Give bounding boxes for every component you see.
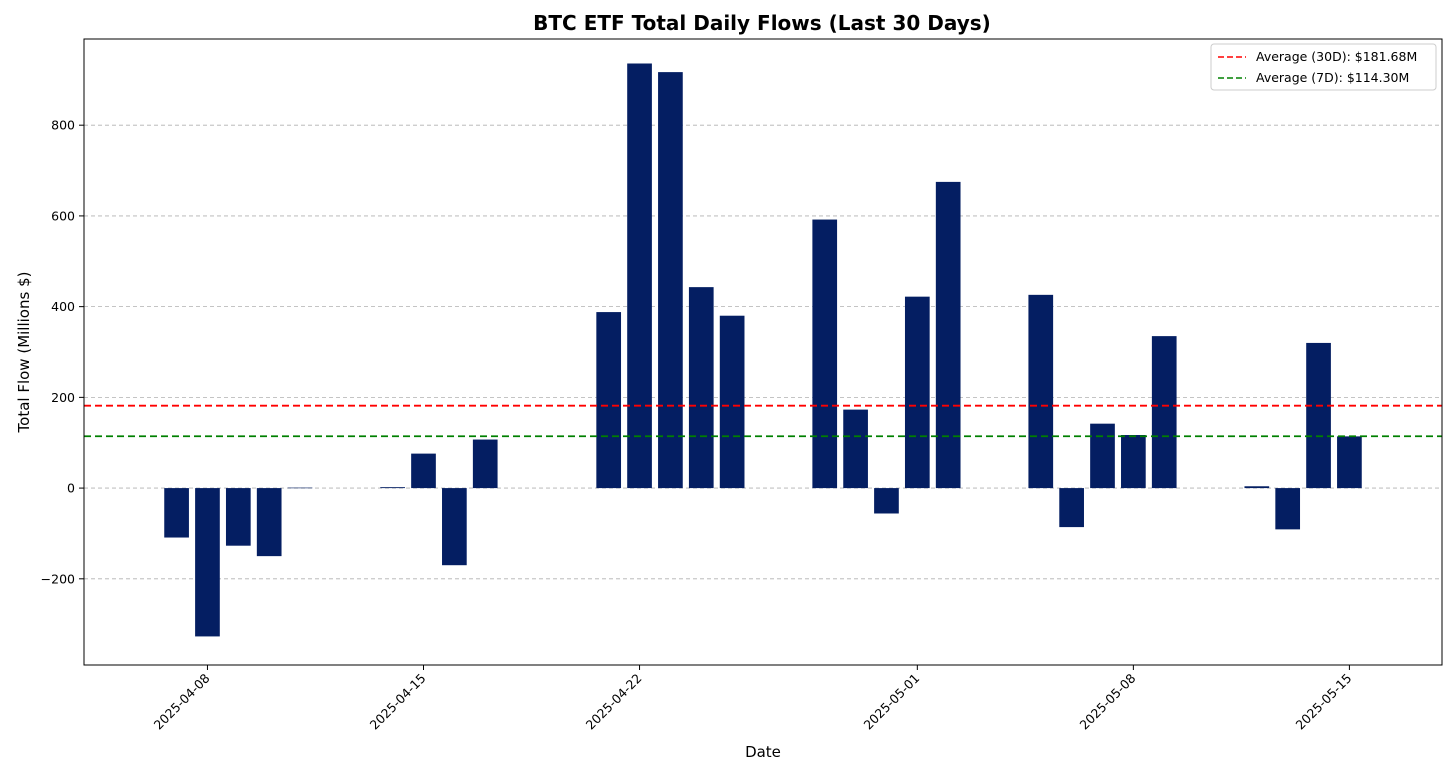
bar [1306,342,1331,489]
bar [164,488,189,538]
bars [164,63,1362,637]
bar [1151,336,1177,489]
y-axis-label: Total Flow (Millions $) [15,272,33,434]
bar [1090,423,1115,489]
x-axis-label: Date [745,743,781,761]
bar [1059,488,1084,528]
reference-lines [84,404,1442,438]
bar [688,287,714,489]
bar [596,312,622,489]
plot-frame [83,38,1443,666]
bar [1121,435,1146,489]
y-tick-label: 400 [51,299,75,314]
bar [195,488,220,637]
y-tick-label: −200 [41,571,75,586]
bar [472,439,498,489]
bar [225,488,251,546]
bar [658,72,683,489]
bar [904,296,930,489]
bar [442,488,467,566]
bar [256,488,282,557]
bar [1275,488,1301,530]
legend-label-avg-30d: Average (30D): $181.68M [1256,49,1417,64]
y-axis-ticks: −200 0 200 400 600 800 [41,118,84,586]
y-tick-label: 200 [51,390,75,405]
bar [843,409,868,489]
bar [411,453,436,489]
bar [287,487,313,489]
legend-label-avg-7d: Average (7D): $114.30M [1256,70,1409,85]
legend: Average (30D): $181.68M Average (7D): $1… [1210,43,1437,91]
bar [380,487,405,489]
y-tick-label: 800 [51,118,75,133]
bar [874,488,899,514]
bar [1028,294,1054,489]
bar [812,219,838,489]
bar [627,63,652,489]
legend-box [1210,43,1437,91]
bar [719,315,745,489]
bar [1244,486,1270,489]
bar [1337,436,1362,489]
chart-title: BTC ETF Total Daily Flows (Last 30 Days) [533,11,991,35]
bar [935,181,961,489]
y-tick-label: 600 [51,208,75,223]
y-tick-label: 0 [67,481,75,496]
